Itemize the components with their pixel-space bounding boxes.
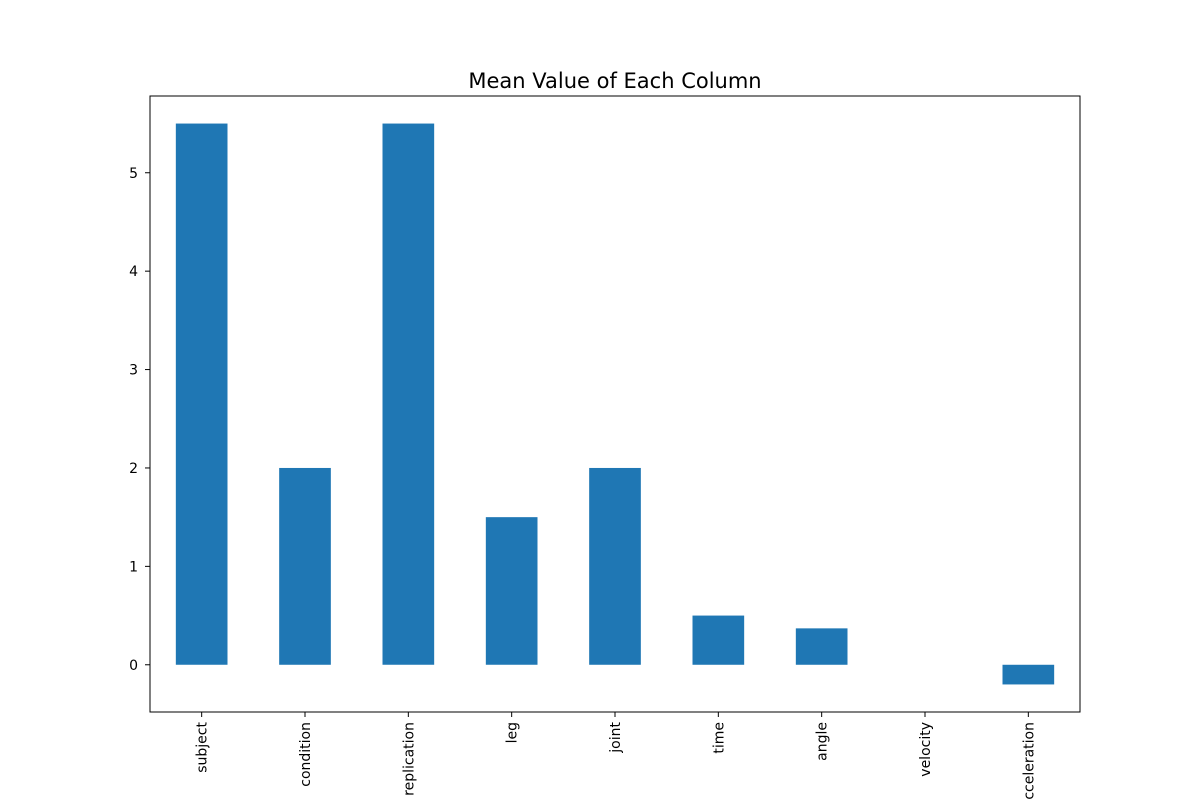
x-tick-label: acceleration	[1021, 722, 1037, 800]
chart-title: Mean Value of Each Column	[468, 69, 761, 93]
x-tick-label: velocity	[918, 722, 934, 777]
x-tick-label: joint	[608, 722, 624, 754]
x-tick-label: angle	[815, 722, 831, 761]
y-tick-label: 5	[129, 166, 138, 182]
x-tick-label: time	[711, 722, 727, 754]
bar-replication	[382, 123, 435, 665]
bar-time	[692, 615, 745, 665]
y-tick-label: 0	[129, 658, 138, 674]
x-axis: subject condition replication leg joint time a…	[195, 712, 1037, 804]
bar-condition	[279, 467, 331, 665]
x-tick-label: condition	[298, 722, 314, 787]
x-tick-label: subject	[195, 721, 211, 772]
bar-angle	[795, 628, 848, 665]
bar-leg	[485, 517, 538, 665]
bar-joint	[589, 467, 641, 665]
bar-acceleration	[1002, 664, 1055, 685]
bars-layer	[175, 123, 1055, 685]
x-tick-label: replication	[401, 722, 417, 796]
x-tick-label: leg	[505, 722, 521, 743]
y-tick-label: 2	[129, 461, 138, 477]
y-tick-label: 4	[129, 264, 138, 280]
y-axis: 0 1 2 3 4 5	[129, 166, 150, 674]
bar-subject	[175, 123, 228, 665]
y-tick-label: 3	[129, 363, 138, 379]
y-tick-label: 1	[129, 559, 138, 575]
